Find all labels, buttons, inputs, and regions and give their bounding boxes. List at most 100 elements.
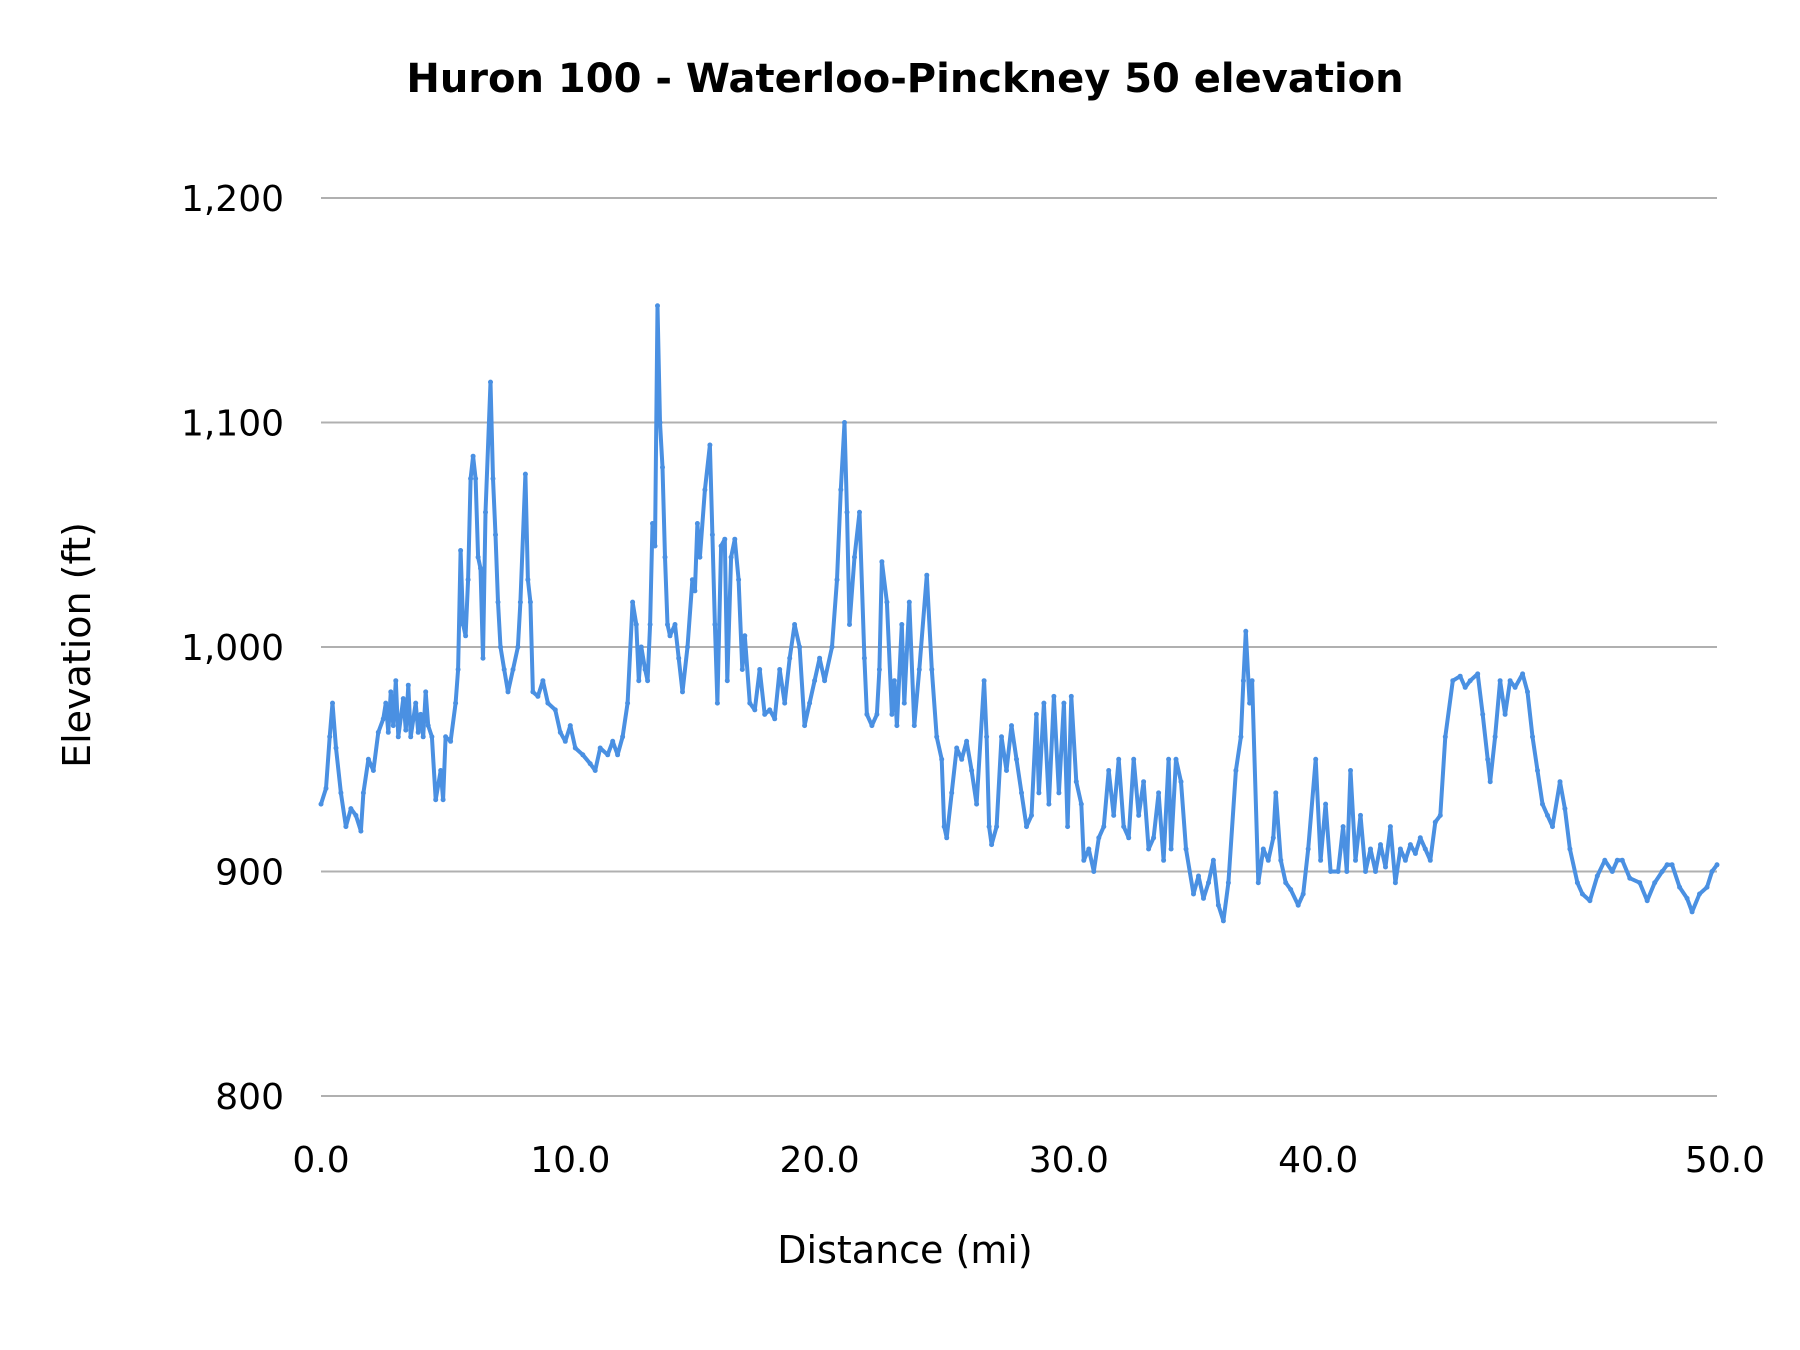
data-point — [861, 655, 867, 661]
data-point — [1151, 835, 1157, 841]
data-point — [1412, 851, 1418, 856]
data-point — [1126, 835, 1132, 841]
data-point — [1512, 684, 1518, 690]
data-point — [1081, 857, 1087, 863]
data-point — [1078, 801, 1084, 807]
data-point — [1550, 824, 1555, 830]
data-point — [994, 824, 1000, 830]
data-point — [1029, 812, 1034, 818]
data-point — [1265, 857, 1271, 863]
data-point — [782, 700, 788, 706]
y-tick-label: 1,100 — [181, 404, 284, 445]
data-point — [403, 727, 409, 733]
data-point — [728, 554, 734, 560]
data-point — [1402, 857, 1408, 863]
data-point — [1243, 628, 1249, 634]
data-point — [689, 577, 695, 583]
data-point — [360, 790, 366, 796]
data-point — [375, 729, 381, 735]
data-point — [343, 824, 349, 830]
data-point — [844, 509, 850, 515]
data-point — [944, 835, 950, 841]
data-point — [1273, 790, 1279, 796]
data-point — [812, 678, 818, 684]
data-point — [358, 828, 364, 834]
data-point — [605, 752, 611, 758]
data-point — [1480, 711, 1486, 717]
data-point — [954, 745, 960, 751]
data-point — [697, 554, 703, 560]
data-point — [1019, 790, 1024, 796]
x-tick-label: 50.0 — [1685, 1140, 1765, 1181]
elevation-line — [319, 303, 1719, 923]
data-point — [1485, 756, 1491, 762]
data-point — [388, 689, 394, 695]
data-point — [807, 700, 813, 706]
data-point — [1664, 862, 1670, 868]
data-point — [712, 622, 718, 627]
data-point — [1004, 768, 1009, 773]
data-point — [1210, 857, 1216, 863]
data-point — [694, 521, 700, 526]
data-point — [857, 509, 862, 515]
data-point — [557, 729, 563, 735]
data-point — [1191, 891, 1196, 897]
data-point — [1535, 768, 1540, 773]
data-point — [1614, 857, 1620, 863]
data-point — [501, 667, 507, 672]
data-point — [1041, 700, 1047, 706]
data-point — [348, 806, 354, 812]
data-point — [1579, 891, 1585, 897]
data-point — [676, 655, 682, 661]
data-point — [1392, 880, 1398, 886]
data-point — [470, 453, 476, 459]
data-point — [1437, 812, 1443, 818]
data-point — [535, 693, 541, 699]
data-point — [1557, 779, 1563, 785]
data-point — [380, 716, 386, 722]
data-point — [724, 678, 730, 684]
data-point — [1056, 790, 1062, 796]
y-axis-label: Elevation (ft) — [55, 522, 99, 768]
data-point — [1247, 700, 1253, 706]
data-point — [989, 842, 995, 848]
data-point — [1173, 756, 1179, 762]
data-point — [1146, 846, 1152, 852]
data-point — [333, 745, 339, 751]
data-point — [1305, 846, 1311, 852]
data-point — [1363, 869, 1368, 874]
data-point — [383, 700, 389, 706]
data-point — [981, 678, 987, 684]
data-point — [625, 700, 631, 706]
data-point — [1383, 864, 1388, 870]
data-point — [642, 667, 648, 672]
data-point — [1368, 846, 1373, 852]
data-point — [515, 644, 521, 650]
data-point — [455, 667, 461, 672]
data-point — [480, 655, 486, 661]
data-point — [620, 734, 626, 740]
data-point — [400, 696, 406, 702]
data-point — [984, 734, 990, 740]
data-point — [1417, 835, 1423, 841]
data-point — [1335, 869, 1341, 874]
data-point — [429, 734, 435, 740]
data-point — [1562, 806, 1568, 812]
data-point — [718, 543, 724, 549]
data-point — [1358, 812, 1363, 818]
data-point — [408, 734, 414, 740]
x-axis-ticks: 0.0 10.0 20.0 30.0 40.0 50.0 — [292, 1140, 1765, 1181]
series-group — [318, 303, 1720, 924]
data-point — [752, 707, 758, 713]
data-point — [657, 420, 663, 425]
data-point — [1697, 891, 1702, 897]
data-point — [672, 622, 678, 627]
data-point — [1046, 801, 1052, 807]
data-point — [517, 599, 523, 605]
data-point — [1033, 711, 1039, 717]
data-point — [722, 536, 728, 542]
x-tick-label: 20.0 — [779, 1140, 859, 1181]
data-point — [393, 678, 399, 684]
data-point — [1594, 873, 1600, 879]
data-point — [1091, 869, 1097, 874]
